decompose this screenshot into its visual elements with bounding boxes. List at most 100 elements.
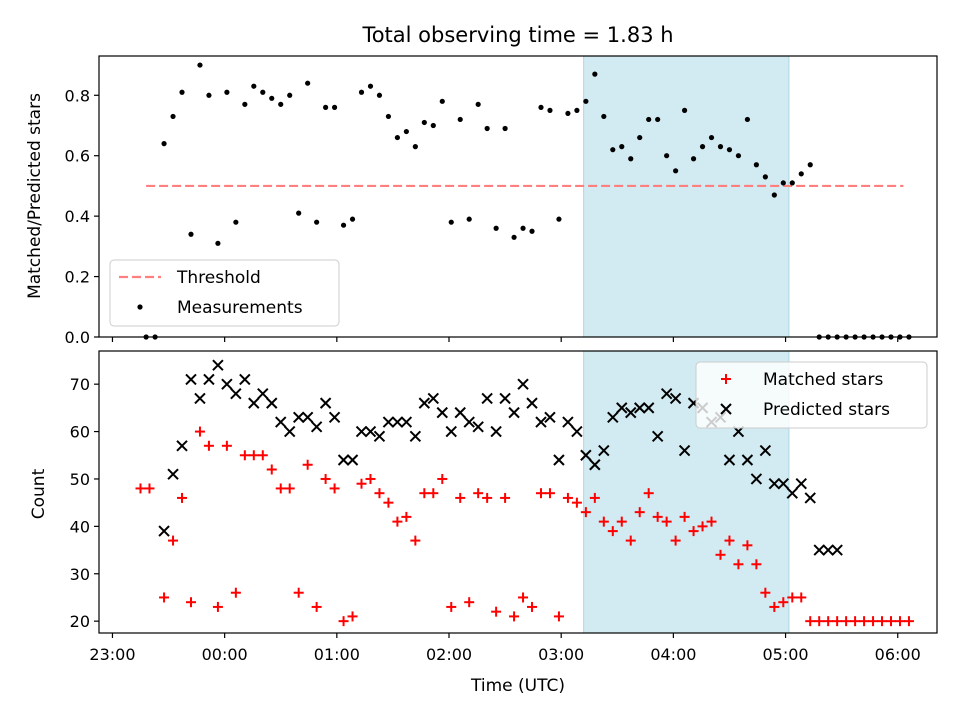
bottom-series1-point-39 [508,406,520,419]
bottom-series1-point-42-b [535,416,547,428]
x-tick-label-4: 03:00 [538,645,584,664]
top-series0-point-37 [475,101,481,107]
bottom-series1-point-2-b [176,440,188,452]
bottom-series1-point-31 [436,406,448,419]
top-series0-point-73 [798,171,804,177]
bottom-series1-point-0 [158,525,170,537]
bottom-series0-point-76 [823,616,834,627]
top-series0-point-70 [771,192,777,198]
bottom-y-axis-label: Count [29,468,49,519]
bottom-series1-point-74-b [822,544,834,556]
x-axis-label: Time (UTC) [470,676,565,696]
top-y-tick-label-0: 0.0 [65,328,90,347]
bottom-series1-point-63 [723,454,736,466]
bottom-series1-point-13 [275,416,287,428]
bottom-series1-point-70 [786,487,798,499]
bottom-series0-point-61 [688,526,699,537]
top-series0-point-38 [484,125,490,132]
legend-predicted-swatch [720,403,732,415]
bottom-series1-point-20 [337,454,350,466]
top-series0-point-17 [296,210,302,216]
bottom-series0-point-57 [652,511,663,522]
x-tick-label-2: 01:00 [314,645,360,664]
top-series0-point-12 [251,83,257,89]
bottom-series1-point-23-b [364,425,377,438]
bottom-series1-point-34 [463,416,475,428]
top-series0-point-3 [170,113,176,120]
top-series0-point-69 [762,174,768,180]
bottom-series0-point-38 [482,492,493,503]
bottom-series1-point-9-b [239,373,251,386]
bottom-series0-point-1 [144,483,155,494]
bottom-series0-point-37 [473,488,484,499]
bottom-series1-point-40-b [517,378,529,390]
legend-predicted-label: Predicted stars [763,400,890,420]
bottom-series1-point-51 [616,402,628,414]
bottom-series1-point-8-b [230,387,242,400]
bottom-series1-point-68-b [768,477,781,490]
top-series0-point-15 [278,101,284,107]
bottom-series1-point-36 [481,392,493,405]
top-series0-point-22 [340,222,347,228]
top-series0-point-23 [349,216,356,222]
top-series0-point-5 [188,231,194,237]
legend-predicted-swatch-b [720,403,732,415]
bottom-series1-point-53 [634,402,646,414]
top-series0-point-46 [556,216,562,222]
bottom-series1-point-21-b [346,454,359,466]
top-series0-point-61 [690,156,697,162]
bottom-series1-point-17 [310,421,323,433]
bottom-series0-point-15 [275,483,286,494]
bottom-series0-point-23 [347,611,358,622]
bottom-series1-point-49 [598,444,610,457]
top-series0-point-60 [681,107,688,113]
bottom-series0-point-28 [392,516,403,527]
top-series0-point-16 [287,92,293,98]
bottom-series1-point-24 [373,430,386,443]
bottom-series1-point-53-b [634,402,646,414]
bottom-series1-point-14 [284,425,296,438]
x-tick-label-0: 23:00 [89,645,135,664]
top-series0-point-8 [215,240,221,246]
chart-title: Total observing time = 1.83 h [361,23,673,47]
bottom-series0-point-32 [428,488,439,499]
bottom-series0-point-82 [877,616,888,627]
bottom-series0-point-16 [284,483,295,494]
bottom-series1-point-43-b [544,411,556,424]
bottom-series1-point-29 [418,397,431,409]
bottom-series1-point-75-b [831,544,843,556]
bottom-series0-point-71 [778,597,789,608]
x-tick-label-1: 00:00 [202,645,248,664]
top-series0-point-55 [637,134,643,141]
top-series0-point-65 [726,147,733,153]
bottom-series1-point-74 [822,544,834,556]
bottom-series1-point-38-b [499,392,511,405]
bottom-series0-point-60 [679,511,690,522]
bottom-series1-point-29-b [418,397,431,409]
bottom-series0-point-50 [589,492,600,503]
bottom-series1-point-3-b [185,373,197,386]
bottom-series1-point-45 [562,416,574,428]
bottom-series1-point-30-b [427,392,440,405]
top-series0-point-20 [323,104,329,110]
bottom-series1-point-67 [759,444,772,457]
bottom-series1-point-63-b [723,454,736,466]
bottom-series1-point-11-b [257,387,269,400]
top-y-tick-label-2: 0.4 [65,207,90,226]
bottom-series1-point-2 [176,440,188,452]
bottom-series0-point-26 [374,488,385,499]
bottom-series0-point-53 [616,516,627,527]
bottom-series1-point-28 [409,430,422,443]
bottom-series1-point-52 [625,406,637,419]
bottom-series1-point-28-b [409,430,422,443]
bottom-series1-point-49-b [598,444,610,457]
bottom-series0-point-11 [239,450,250,461]
x-tick-label-7: 06:00 [875,645,921,664]
top-series0-point-18 [305,80,311,86]
legend-measurements-label: Measurements [177,298,303,318]
bottom-series1-point-31-b [436,406,448,419]
top-series0-point-50 [592,71,598,77]
bottom-series1-point-19-b [328,411,341,424]
top-series0-point-66 [735,153,742,159]
bottom-series1-point-6-b [212,359,224,371]
